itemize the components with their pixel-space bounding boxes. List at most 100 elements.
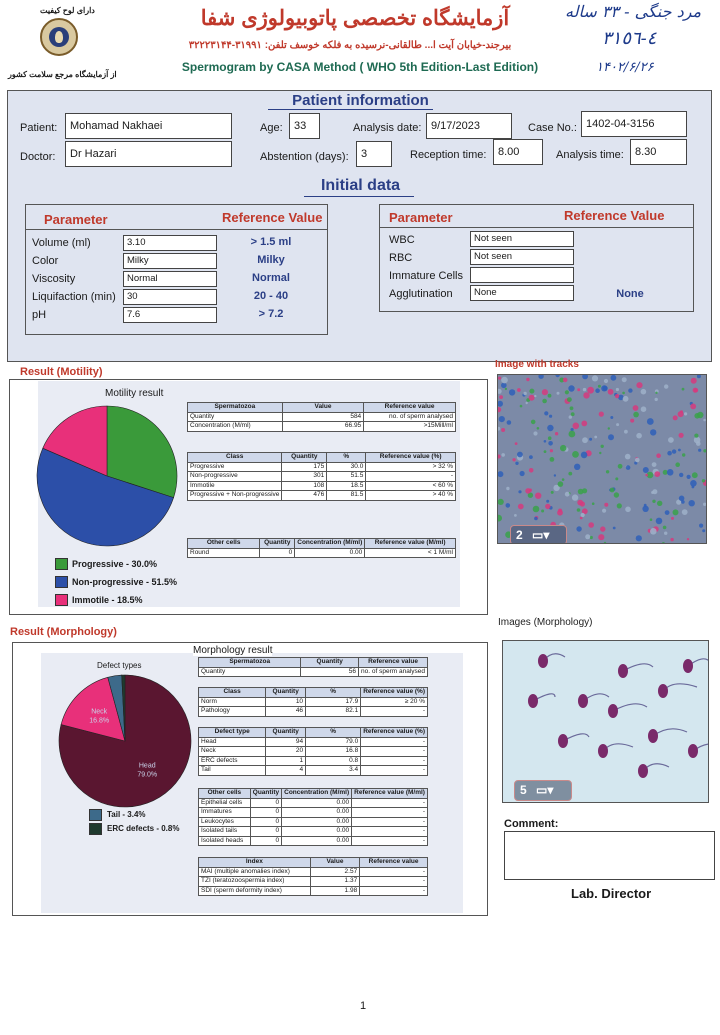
- sperm-track-dot: [525, 401, 528, 405]
- pie-label: 16.8%: [89, 717, 109, 724]
- sperm-track-dot: [615, 394, 620, 399]
- param-value-field[interactable]: Not seen: [470, 231, 574, 247]
- morphology-image[interactable]: 5 ▭▾: [502, 640, 709, 803]
- motility-track-image[interactable]: 2 ▭▾: [497, 374, 707, 544]
- analysis-date-field[interactable]: 9/17/2023: [426, 113, 512, 139]
- pie-slice-neck: [60, 676, 126, 742]
- table-header-row: Class Quantity% Reference value (%): [186, 452, 456, 463]
- param-value-field[interactable]: Normal: [123, 271, 217, 287]
- table-cell: 0: [249, 826, 283, 837]
- sperm-track-dot: [498, 498, 504, 505]
- age-field[interactable]: 33: [289, 113, 320, 139]
- table-cell: SDI (sperm deformity index): [198, 885, 311, 896]
- handwritten-note-2: ٤-٣١٥٦: [602, 28, 657, 49]
- analysis-time-field[interactable]: 8.30: [630, 139, 687, 165]
- morphology-chart-title: Morphology result: [193, 645, 273, 656]
- case-number-field[interactable]: 1402-04-3156: [581, 111, 687, 137]
- sperm-track-dot: [655, 517, 663, 525]
- sperm-track-dot: [597, 384, 601, 388]
- sperm-track-dot: [583, 392, 590, 399]
- sperm-track-dot: [556, 391, 560, 395]
- initial-section-title: Initial data: [320, 177, 401, 194]
- reception-time-field[interactable]: 8.00: [493, 139, 543, 165]
- table-header-cell: Reference value (%): [360, 727, 428, 738]
- sperm-track-dot: [534, 516, 538, 521]
- table-header-cell: Other cells: [198, 788, 251, 799]
- param-reference: > 1.5 ml: [250, 236, 292, 248]
- table-cell: Neck: [197, 746, 267, 757]
- param-value-field[interactable]: None: [470, 285, 574, 301]
- table-header-cell: Index: [198, 857, 311, 868]
- table-header-cell: Reference value: [358, 657, 428, 668]
- motility-image-title: Image with tracks: [495, 359, 579, 370]
- sperm-track-dot: [582, 387, 587, 392]
- defect-types-title: Defect types: [97, 661, 142, 670]
- param-label: Color: [32, 255, 59, 267]
- sperm-track-dot: [613, 492, 620, 498]
- table-cell: > 40 %: [365, 490, 456, 501]
- table-cell: Epithelial cells: [198, 797, 251, 808]
- table-row: Progressive + Non-progressive 476 81.5 > 40…: [186, 490, 456, 501]
- image-counter-badge[interactable]: 5 ▭▾: [514, 780, 572, 801]
- sperm-track-dot: [536, 427, 540, 430]
- param-value-field[interactable]: Not seen: [470, 249, 574, 265]
- table-cell: -: [359, 885, 428, 896]
- param-value-field[interactable]: 7.6: [123, 307, 217, 323]
- table-cell: -: [360, 706, 428, 717]
- sperm-track-dot: [569, 406, 574, 411]
- comment-field[interactable]: [504, 831, 715, 880]
- sperm-track-dot: [600, 526, 606, 532]
- sperm-track-dot: [628, 388, 633, 393]
- motility-pie-chart: [36, 405, 178, 547]
- table-row: Non-progressive 301 51.5-: [186, 471, 456, 482]
- sperm-track-dot: [671, 516, 674, 520]
- sperm-track-dot: [646, 471, 654, 479]
- sperm-track-dot: [542, 398, 547, 404]
- doctor-label: Doctor:: [20, 151, 56, 163]
- table-header-cell: Defect type: [197, 727, 267, 738]
- sperm-track-dot: [525, 488, 531, 494]
- sperm-track-dot: [518, 490, 522, 494]
- table-header-cell: %: [326, 452, 367, 463]
- lab-logo: [40, 18, 78, 56]
- table-cell: -: [351, 797, 428, 808]
- pie-label: 79.0%: [137, 772, 157, 779]
- sperm-track-dot: [564, 390, 569, 395]
- legend-swatch: [55, 594, 68, 606]
- sperm-track-dot: [528, 468, 534, 473]
- table-header-row: Spermatozoa Quantity Reference value: [197, 657, 428, 668]
- legend-swatch: [55, 576, 68, 588]
- table-cell: 20: [265, 746, 307, 757]
- table-cell: -: [360, 765, 428, 776]
- lab-director-label: Lab. Director: [571, 886, 652, 901]
- sperm-track-dot: [661, 542, 665, 543]
- quality-label: دارای لوح کیفیت: [40, 6, 95, 15]
- table-header-cell: Concentration (M/ml): [294, 538, 366, 549]
- sperm-track-dot: [560, 444, 567, 452]
- sperm-track-dot: [576, 508, 581, 512]
- table-row: Head 94 79.0-: [197, 736, 428, 747]
- table-cell: Isolated tails: [198, 826, 251, 837]
- param-value-field[interactable]: 30: [123, 289, 217, 305]
- table-header-cell: Spermatozoa: [187, 402, 283, 413]
- sperm-track-dot: [501, 428, 506, 432]
- table-cell: 0.8: [305, 755, 362, 766]
- sperm-track-dot: [589, 437, 593, 441]
- abstention-field[interactable]: 3: [356, 141, 392, 167]
- param-value-field[interactable]: [470, 267, 574, 283]
- sperm-track-dot: [690, 377, 697, 384]
- table-cell: 175: [281, 461, 328, 472]
- sperm-track-dot: [588, 522, 594, 528]
- param-value-field[interactable]: 3.10: [123, 235, 217, 251]
- table-row: Progressive 175 30.0 > 32 %: [186, 461, 456, 472]
- table-row: Immotile 108 18.5 < 60 %: [186, 480, 456, 491]
- param-label: pH: [32, 309, 47, 321]
- sperm-track-dot: [622, 391, 625, 395]
- morphology-image-title: Images (Morphology): [498, 617, 593, 628]
- patient-name-field[interactable]: Mohamad Nakhaei: [65, 113, 232, 139]
- doctor-field[interactable]: Dr Hazari: [65, 141, 232, 167]
- param-value-field[interactable]: Milky: [123, 253, 217, 269]
- report-subtitle: Spermogram by CASA Method ( WHO 5th Edit…: [181, 60, 539, 74]
- table-cell: 3.4: [305, 765, 362, 776]
- image-counter-badge[interactable]: 2 ▭▾: [510, 525, 567, 543]
